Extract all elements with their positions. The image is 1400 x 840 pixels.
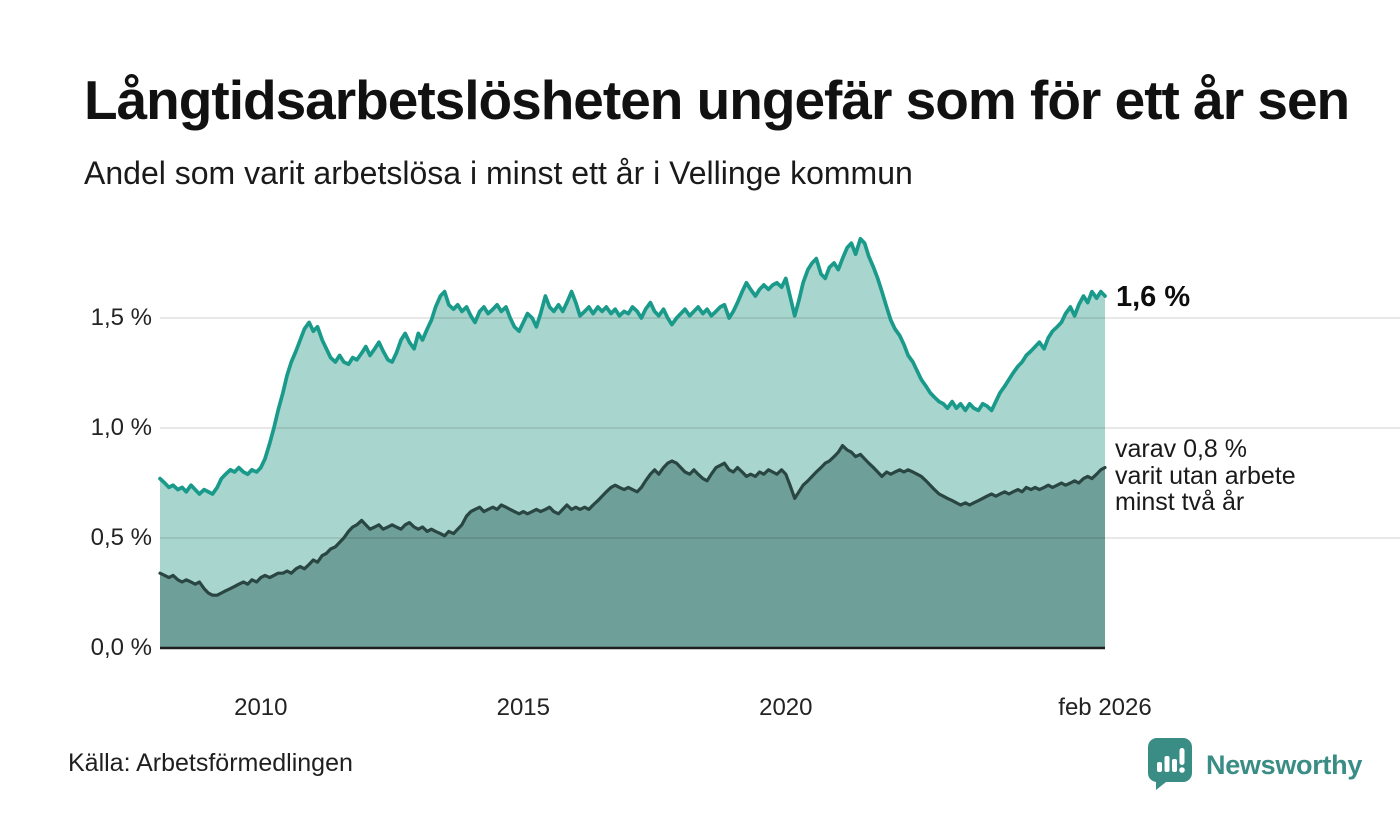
latest-value-label: 1,6 % bbox=[1116, 281, 1191, 313]
y-tick-label: 0,0 % bbox=[90, 634, 152, 661]
series-strokes bbox=[158, 236, 1107, 597]
secondary-value-line: varit utan arbete bbox=[1115, 461, 1296, 490]
series-line-min-1yr bbox=[158, 236, 1107, 496]
y-tick-label: 0,5 % bbox=[90, 524, 152, 551]
gridlines bbox=[160, 317, 1400, 539]
y-tick-label: 1,0 % bbox=[90, 414, 152, 441]
page-title: Långtidsarbetslösheten ungefär som för e… bbox=[84, 69, 1350, 131]
x-tick-label: feb 2026 bbox=[1058, 694, 1152, 721]
area-fills bbox=[160, 238, 1105, 649]
page-subtitle: Andel som varit arbetslösa i minst ett å… bbox=[84, 155, 913, 191]
source-attribution: Källa: Arbetsförmedlingen bbox=[68, 749, 353, 777]
y-tick-label: 1,5 % bbox=[90, 304, 152, 331]
x-tick-label: 2010 bbox=[234, 694, 288, 721]
secondary-value-label: varav 0,8 % varit utan arbete minst två … bbox=[1115, 436, 1296, 516]
series-line-min-2yr bbox=[158, 444, 1107, 597]
x-tick-label: 2015 bbox=[496, 694, 550, 721]
newsworthy-bars-speech-bubble-icon bbox=[1146, 736, 1194, 795]
newsworthy-wordmark: Newsworthy bbox=[1206, 750, 1363, 780]
newsworthy-logo: Newsworthy bbox=[1146, 736, 1362, 795]
secondary-value-line: minst två år bbox=[1115, 488, 1245, 516]
secondary-value-line: varav 0,8 % bbox=[1115, 435, 1248, 463]
x-tick-label: 2020 bbox=[759, 694, 813, 721]
area-fill-min-2yr bbox=[160, 445, 1105, 648]
